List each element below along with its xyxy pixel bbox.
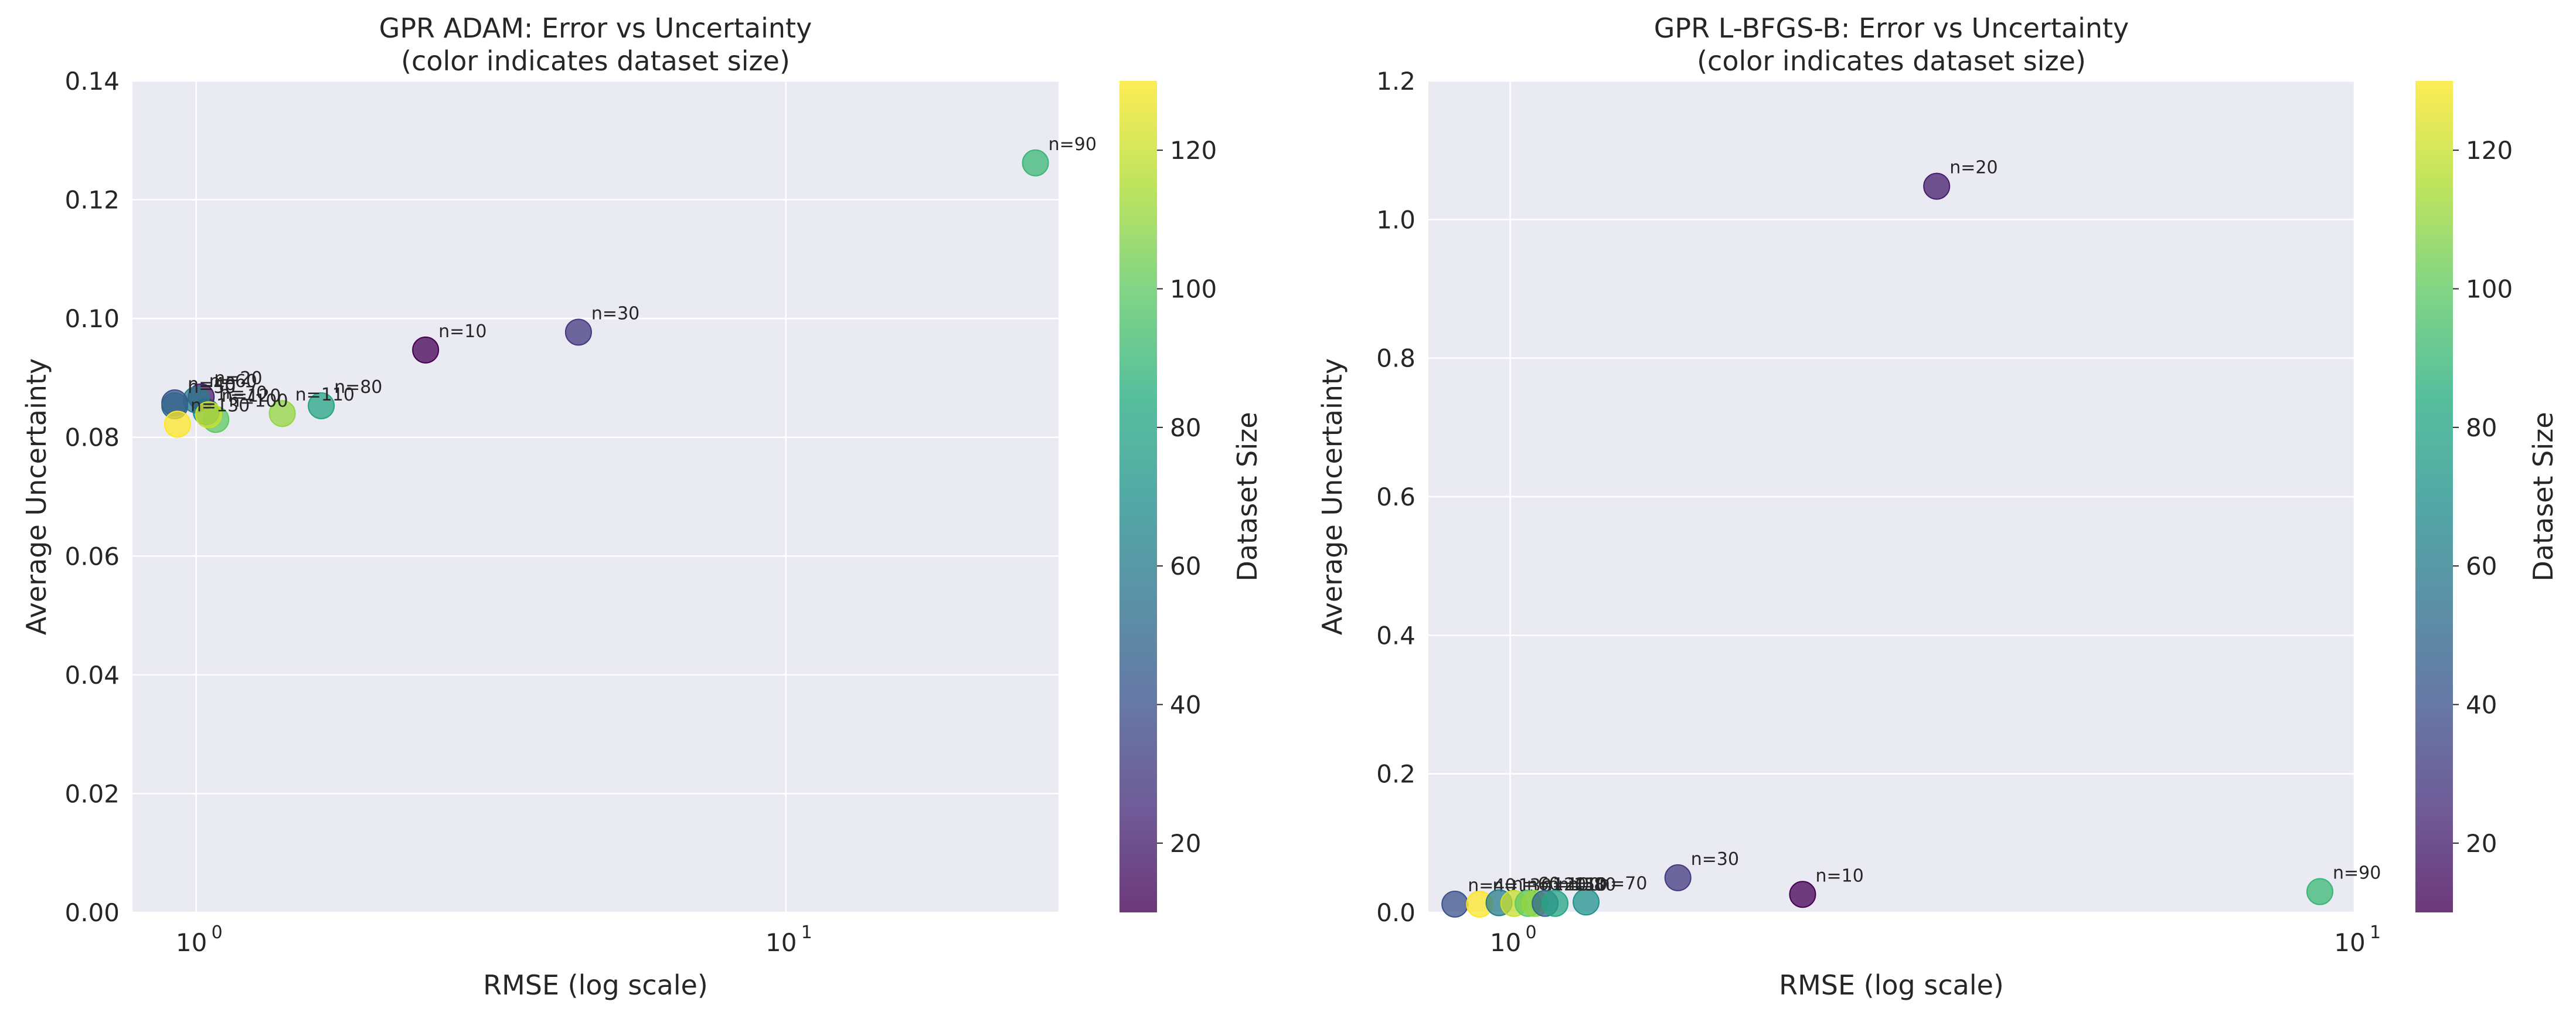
colorbar-tick-label: 80: [1170, 413, 1201, 442]
data-point: [164, 410, 191, 438]
x-tick-exponent: 0: [212, 922, 223, 943]
point-label: n=120: [222, 386, 281, 406]
point-label: n=110: [295, 385, 355, 405]
colorbar-tick-label: 60: [2466, 552, 2497, 581]
chart-title: (color indicates dataset size): [401, 45, 790, 77]
x-axis-label: RMSE (log scale): [1779, 969, 2004, 1001]
y-tick-label: 0.8: [1376, 344, 1415, 373]
point-label: n=80: [1568, 875, 1616, 895]
colorbar-tick-label: 40: [1170, 691, 1201, 719]
chart-title: GPR L-BFGS-B: Error vs Uncertainty: [1654, 12, 2129, 44]
point-label: n=130: [190, 395, 250, 416]
point-label: n=30: [1691, 849, 1739, 870]
y-tick-label: 0.04: [64, 661, 120, 690]
data-point: [412, 336, 440, 364]
data-point: [1441, 890, 1469, 918]
point-label: n=100: [229, 391, 288, 411]
colorbar: [2415, 81, 2453, 912]
point-label: n=20: [1949, 158, 1997, 178]
colorbar-tick-label: 40: [2466, 691, 2497, 719]
colorbar-tick-label: 20: [1170, 829, 1201, 858]
chart-title: GPR ADAM: Error vs Uncertainty: [379, 12, 812, 44]
data-point: [1573, 888, 1600, 916]
point-label: n=30: [591, 303, 639, 324]
y-tick-label: 0.00: [64, 898, 120, 927]
plot-area: [132, 81, 1059, 912]
point-label: n=90: [2333, 863, 2381, 884]
point-label: n=10: [1815, 866, 1863, 886]
colorbar-label: Dataset Size: [2527, 412, 2559, 581]
y-tick-label: 0.2: [1376, 760, 1415, 789]
data-point: [195, 401, 222, 429]
colorbar-tick-label: 80: [2466, 413, 2497, 442]
colorbar-tick-label: 20: [2466, 829, 2497, 858]
x-tick-exponent: 1: [2370, 922, 2381, 943]
x-tick-label: 10: [2334, 928, 2365, 957]
point-label: n=90: [1049, 134, 1097, 155]
x-tick-label: 10: [176, 928, 207, 957]
y-tick-label: 1.2: [1376, 67, 1415, 96]
x-axis-label: RMSE (log scale): [483, 969, 708, 1001]
x-tick-label: 10: [1490, 928, 1521, 957]
y-tick-label: 0.4: [1376, 621, 1415, 650]
y-tick-label: 0.6: [1376, 483, 1415, 511]
point-label: n=20: [214, 368, 262, 389]
data-point: [1022, 149, 1049, 177]
data-point: [1541, 890, 1569, 917]
data-point: [308, 392, 335, 420]
point-label: n=70: [219, 383, 267, 403]
point-label: n=80: [334, 377, 382, 398]
y-tick-label: 0.14: [64, 67, 120, 96]
y-tick-label: 0.10: [64, 304, 120, 333]
point-label: n=60: [209, 371, 257, 392]
chart-title: (color indicates dataset size): [1697, 45, 2086, 77]
colorbar: [1119, 81, 1157, 912]
x-tick-exponent: 0: [1526, 922, 1537, 943]
data-point: [1789, 881, 1816, 908]
point-label: n=40: [188, 374, 236, 395]
y-tick-label: 1.0: [1376, 205, 1415, 234]
y-tick-label: 0.12: [64, 186, 120, 215]
colorbar-tick-label: 60: [1170, 552, 1201, 581]
x-tick-label: 10: [765, 928, 797, 957]
colorbar-label: Dataset Size: [1231, 412, 1263, 581]
data-point: [1923, 172, 1951, 200]
y-tick-label: 0.06: [64, 542, 120, 571]
y-tick-label: 0.02: [64, 779, 120, 808]
x-tick-exponent: 1: [801, 922, 812, 943]
colorbar-tick-label: 120: [1170, 136, 1217, 165]
colorbar-tick-label: 100: [2466, 275, 2513, 304]
data-point: [2306, 878, 2334, 905]
data-point: [1664, 864, 1692, 891]
colorbar-tick-label: 120: [2466, 136, 2513, 165]
point-label: n=10: [438, 321, 486, 342]
y-axis-label: Average Uncertainty: [21, 358, 52, 635]
colorbar-tick-label: 100: [1170, 275, 1217, 304]
data-point: [564, 318, 592, 346]
point-label: n=50: [1558, 875, 1606, 895]
data-point: [268, 400, 296, 427]
point-label: n=70: [1599, 873, 1647, 894]
point-label: n=50: [188, 377, 236, 398]
y-tick-label: 0.08: [64, 423, 120, 452]
y-tick-label: 0.0: [1376, 898, 1415, 927]
y-axis-label: Average Uncertainty: [1316, 358, 1348, 635]
